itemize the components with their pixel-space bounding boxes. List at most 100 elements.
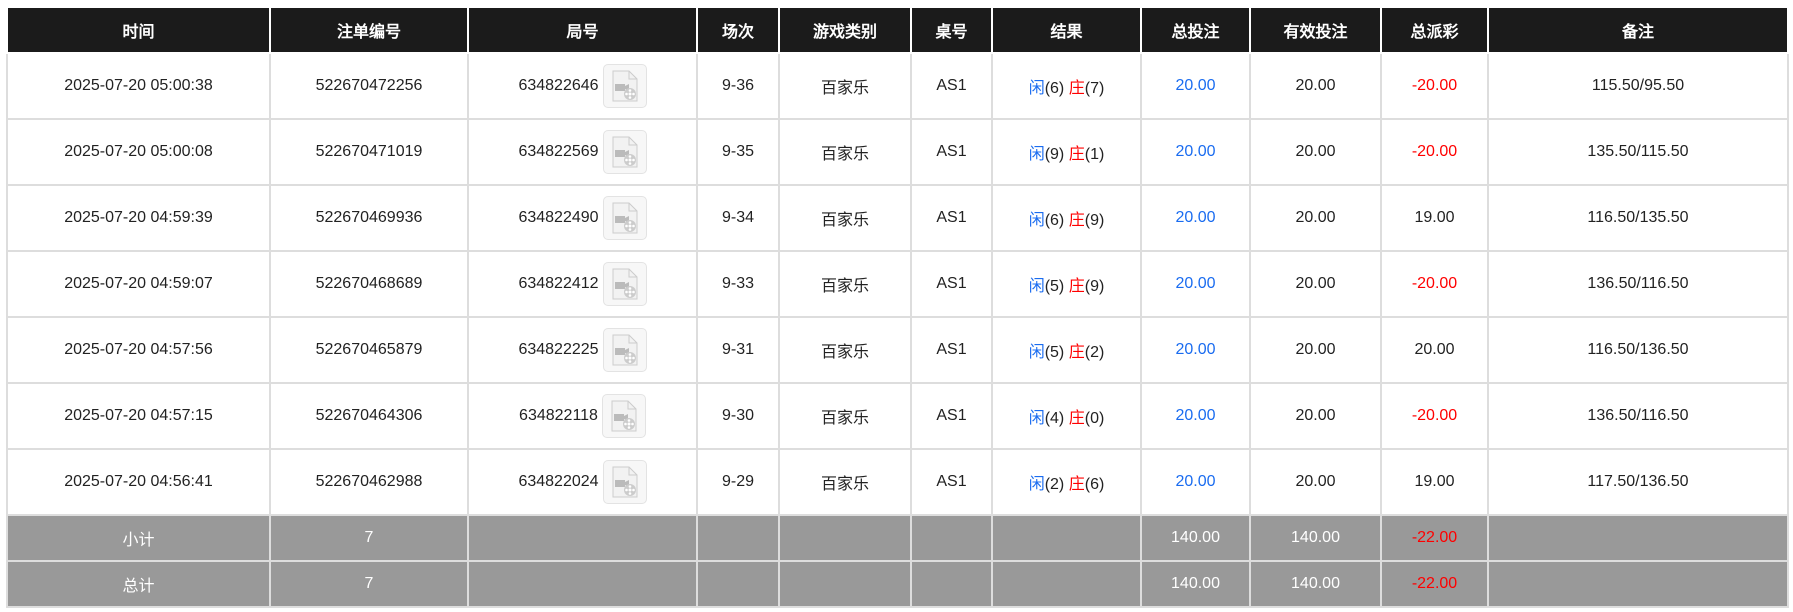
banker-label: 庄: [1068, 476, 1085, 493]
cell-result: 闲(4) 庄(0): [991, 382, 1142, 450]
cell-payout: 19.00: [1380, 448, 1489, 516]
summary-payout: -22.00: [1380, 514, 1489, 562]
cell-result: 闲(5) 庄(9): [991, 250, 1142, 318]
cell-time: 2025-07-20 04:59:07: [6, 250, 271, 318]
header-game-type: 游戏类别: [778, 8, 912, 54]
cell-round: 634822024: [467, 448, 698, 516]
header-note: 备注: [1487, 8, 1789, 54]
video-replay-icon[interactable]: [602, 196, 647, 240]
video-replay-icon[interactable]: [602, 262, 647, 306]
header-payout: 总派彩: [1380, 8, 1489, 54]
header-round: 局号: [467, 8, 698, 54]
cell-result: 闲(9) 庄(1): [991, 118, 1142, 186]
header-table-no: 桌号: [910, 8, 993, 54]
cell-note: 116.50/135.50: [1487, 184, 1789, 252]
cell-game-type: 百家乐: [778, 382, 912, 450]
cell-total-bet: 20.00: [1140, 316, 1251, 384]
video-replay-icon[interactable]: [602, 64, 647, 108]
player-label: 闲: [1028, 80, 1045, 97]
player-label: 闲: [1028, 278, 1045, 295]
cell-game-type: 百家乐: [778, 184, 912, 252]
summary-label: 总计: [6, 560, 271, 608]
header-valid-bet: 有效投注: [1249, 8, 1382, 54]
cell-round: 634822569: [467, 118, 698, 186]
table-row: 2025-07-20 04:59:39 522670469936 6348224…: [6, 184, 1789, 252]
cell-payout: 19.00: [1380, 184, 1489, 252]
cell-result: 闲(2) 庄(6): [991, 448, 1142, 516]
header-result: 结果: [991, 8, 1142, 54]
cell-valid-bet: 20.00: [1249, 52, 1382, 120]
summary-total-bet: 140.00: [1140, 514, 1251, 562]
banker-label: 庄: [1068, 410, 1085, 427]
cell-game-type: 百家乐: [778, 316, 912, 384]
player-score: (2): [1044, 476, 1065, 493]
cell-time: 2025-07-20 04:59:39: [6, 184, 271, 252]
cell-payout: -20.00: [1380, 118, 1489, 186]
player-score: (6): [1044, 212, 1065, 229]
video-replay-icon[interactable]: [602, 130, 647, 174]
table-row: 2025-07-20 04:59:07 522670468689 6348224…: [6, 250, 1789, 318]
cell-bet-id: 522670472256: [269, 52, 469, 120]
cell-note: 136.50/116.50: [1487, 382, 1789, 450]
cell-bet-id: 522670462988: [269, 448, 469, 516]
bet-records-table: 时间 注单编号 局号 场次 游戏类别 桌号 结果 总投注 有效投注 总派彩 备注 2025-07-2…: [6, 8, 1789, 608]
round-number: 634822646: [518, 77, 599, 95]
cell-table-no: AS1: [910, 250, 993, 318]
cell-time: 2025-07-20 04:57:56: [6, 316, 271, 384]
player-score: (9): [1044, 146, 1065, 163]
cell-bet-id: 522670464306: [269, 382, 469, 450]
cell-game-type: 百家乐: [778, 448, 912, 516]
player-label: 闲: [1028, 344, 1045, 361]
video-replay-icon[interactable]: [602, 328, 647, 372]
table-row: 2025-07-20 04:56:41 522670462988 6348220…: [6, 448, 1789, 516]
banker-score: (9): [1084, 212, 1105, 229]
cell-valid-bet: 20.00: [1249, 250, 1382, 318]
player-score: (5): [1044, 344, 1065, 361]
cell-bet-id: 522670465879: [269, 316, 469, 384]
table-row: 2025-07-20 04:57:56 522670465879 6348222…: [6, 316, 1789, 384]
cell-table-no: AS1: [910, 52, 993, 120]
cell-total-bet: 20.00: [1140, 52, 1251, 120]
summary-row: 总计 7 140.00 140.00 -22.00: [6, 560, 1789, 608]
table-row: 2025-07-20 05:00:08 522670471019 6348225…: [6, 118, 1789, 186]
round-number: 634822024: [518, 473, 599, 491]
banker-label: 庄: [1068, 146, 1085, 163]
video-replay-icon[interactable]: [602, 460, 647, 504]
table-row: 2025-07-20 04:57:15 522670464306 6348221…: [6, 382, 1789, 450]
cell-game-type: 百家乐: [778, 250, 912, 318]
video-replay-icon[interactable]: [601, 394, 646, 438]
cell-shoe: 9-35: [696, 118, 780, 186]
cell-table-no: AS1: [910, 316, 993, 384]
cell-payout: -20.00: [1380, 382, 1489, 450]
cell-payout: -20.00: [1380, 250, 1489, 318]
summary-payout: -22.00: [1380, 560, 1489, 608]
round-number: 634822118: [519, 407, 598, 425]
cell-valid-bet: 20.00: [1249, 316, 1382, 384]
cell-valid-bet: 20.00: [1249, 118, 1382, 186]
player-score: (4): [1044, 410, 1065, 427]
cell-payout: 20.00: [1380, 316, 1489, 384]
round-number: 634822412: [518, 275, 599, 293]
cell-game-type: 百家乐: [778, 52, 912, 120]
cell-total-bet: 20.00: [1140, 184, 1251, 252]
player-score: (5): [1044, 278, 1065, 295]
cell-note: 136.50/116.50: [1487, 250, 1789, 318]
cell-valid-bet: 20.00: [1249, 382, 1382, 450]
round-number: 634822490: [518, 209, 599, 227]
cell-table-no: AS1: [910, 448, 993, 516]
banker-score: (6): [1084, 476, 1105, 493]
banker-score: (1): [1084, 146, 1105, 163]
cell-bet-id: 522670469936: [269, 184, 469, 252]
cell-result: 闲(5) 庄(2): [991, 316, 1142, 384]
cell-note: 135.50/115.50: [1487, 118, 1789, 186]
banker-label: 庄: [1068, 344, 1085, 361]
table-header: 时间 注单编号 局号 场次 游戏类别 桌号 结果 总投注 有效投注 总派彩 备注: [6, 8, 1789, 54]
cell-table-no: AS1: [910, 184, 993, 252]
banker-score: (2): [1084, 344, 1105, 361]
cell-round: 634822118: [467, 382, 698, 450]
cell-time: 2025-07-20 05:00:38: [6, 52, 271, 120]
cell-result: 闲(6) 庄(9): [991, 184, 1142, 252]
summary-count: 7: [269, 560, 469, 608]
cell-total-bet: 20.00: [1140, 448, 1251, 516]
cell-table-no: AS1: [910, 118, 993, 186]
